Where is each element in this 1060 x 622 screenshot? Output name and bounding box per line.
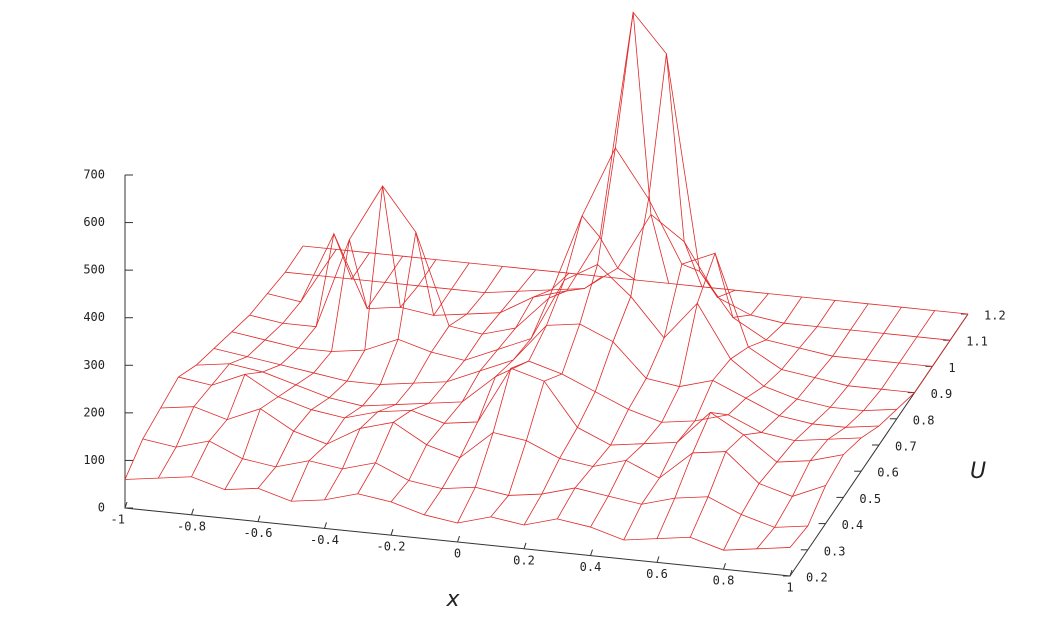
- y-tick-label: 0.7: [895, 440, 917, 454]
- x-tick: [191, 508, 194, 515]
- mesh-column: [490, 12, 670, 518]
- x-tick-label: -1: [111, 513, 125, 527]
- x-tick: [124, 501, 128, 509]
- mesh-column: [124, 245, 304, 480]
- z-tick-label: 500: [83, 263, 105, 277]
- z-tick-label: 600: [83, 215, 105, 229]
- x-tick-label: -0.8: [177, 519, 206, 533]
- y-tick-label: 0.5: [859, 492, 881, 506]
- x-tick: [590, 549, 593, 556]
- mesh-column: [457, 215, 636, 524]
- mesh-column: [191, 232, 370, 477]
- y-tick-label: 1.2: [984, 309, 1006, 323]
- mesh-column: [224, 239, 404, 490]
- x-tick: [324, 522, 327, 529]
- z-tick-label: 300: [83, 358, 105, 372]
- x-tick-label: 0.8: [713, 574, 735, 588]
- z-tick-label: 100: [83, 453, 105, 467]
- x-tick-label: 1: [786, 581, 793, 595]
- mesh-row: [285, 213, 951, 341]
- y-tick-label: 0.4: [842, 518, 864, 532]
- x-tick-label: 0.6: [646, 567, 668, 581]
- mesh-column: [756, 310, 936, 550]
- x-tick-label: -0.4: [310, 533, 339, 547]
- y-tick-label: 0.8: [913, 413, 935, 427]
- y-tick-label: 0.2: [806, 571, 828, 585]
- mesh-column: [556, 263, 736, 520]
- mesh-row: [178, 367, 844, 463]
- z-tick-label: 200: [83, 405, 105, 419]
- mesh-row: [249, 147, 915, 393]
- mesh-column: [623, 296, 803, 541]
- x-tick-label: 0: [454, 547, 461, 561]
- mesh-column: [789, 313, 969, 548]
- mesh-column: [324, 266, 503, 501]
- z-tick-label: 400: [83, 310, 105, 324]
- axis-line: [124, 175, 969, 577]
- mesh-column: [157, 249, 337, 479]
- mesh-column: [423, 276, 603, 516]
- mesh-column: [523, 53, 703, 526]
- x-tick: [257, 515, 261, 522]
- x-tick: [390, 529, 394, 536]
- mesh-column: [390, 272, 570, 503]
- mesh-column: [723, 306, 902, 551]
- x-tick: [723, 563, 726, 570]
- z-tick-label: 700: [83, 168, 105, 182]
- y-tick-label: 0.9: [931, 387, 953, 401]
- z-tick-label: 0: [98, 501, 105, 515]
- x-tick: [656, 556, 660, 563]
- y-tick-label: 1: [948, 361, 955, 375]
- mesh-column: [656, 300, 836, 539]
- x-tick-label: -0.6: [244, 526, 273, 540]
- y-tick-label: 0.6: [877, 466, 899, 480]
- mesh-column: [257, 185, 437, 489]
- y-tick-label: 1.1: [966, 335, 988, 349]
- x-tick-label: 0.4: [580, 560, 602, 574]
- mesh-row: [267, 11, 933, 367]
- x-tick: [523, 542, 527, 549]
- x-tick: [457, 535, 460, 543]
- x-tick-label: -0.2: [377, 540, 406, 554]
- mesh-row: [213, 323, 880, 428]
- mesh-column: [590, 251, 769, 528]
- x-tick-label: 0.2: [513, 553, 535, 567]
- x-tick: [789, 569, 793, 577]
- x-axis-label: x: [445, 587, 460, 612]
- y-tick-label: 0.3: [824, 544, 846, 558]
- mesh-column: [290, 232, 470, 502]
- mesh-column: [357, 269, 537, 494]
- y-axis-label: U: [970, 459, 986, 484]
- mesh-column: [689, 303, 869, 538]
